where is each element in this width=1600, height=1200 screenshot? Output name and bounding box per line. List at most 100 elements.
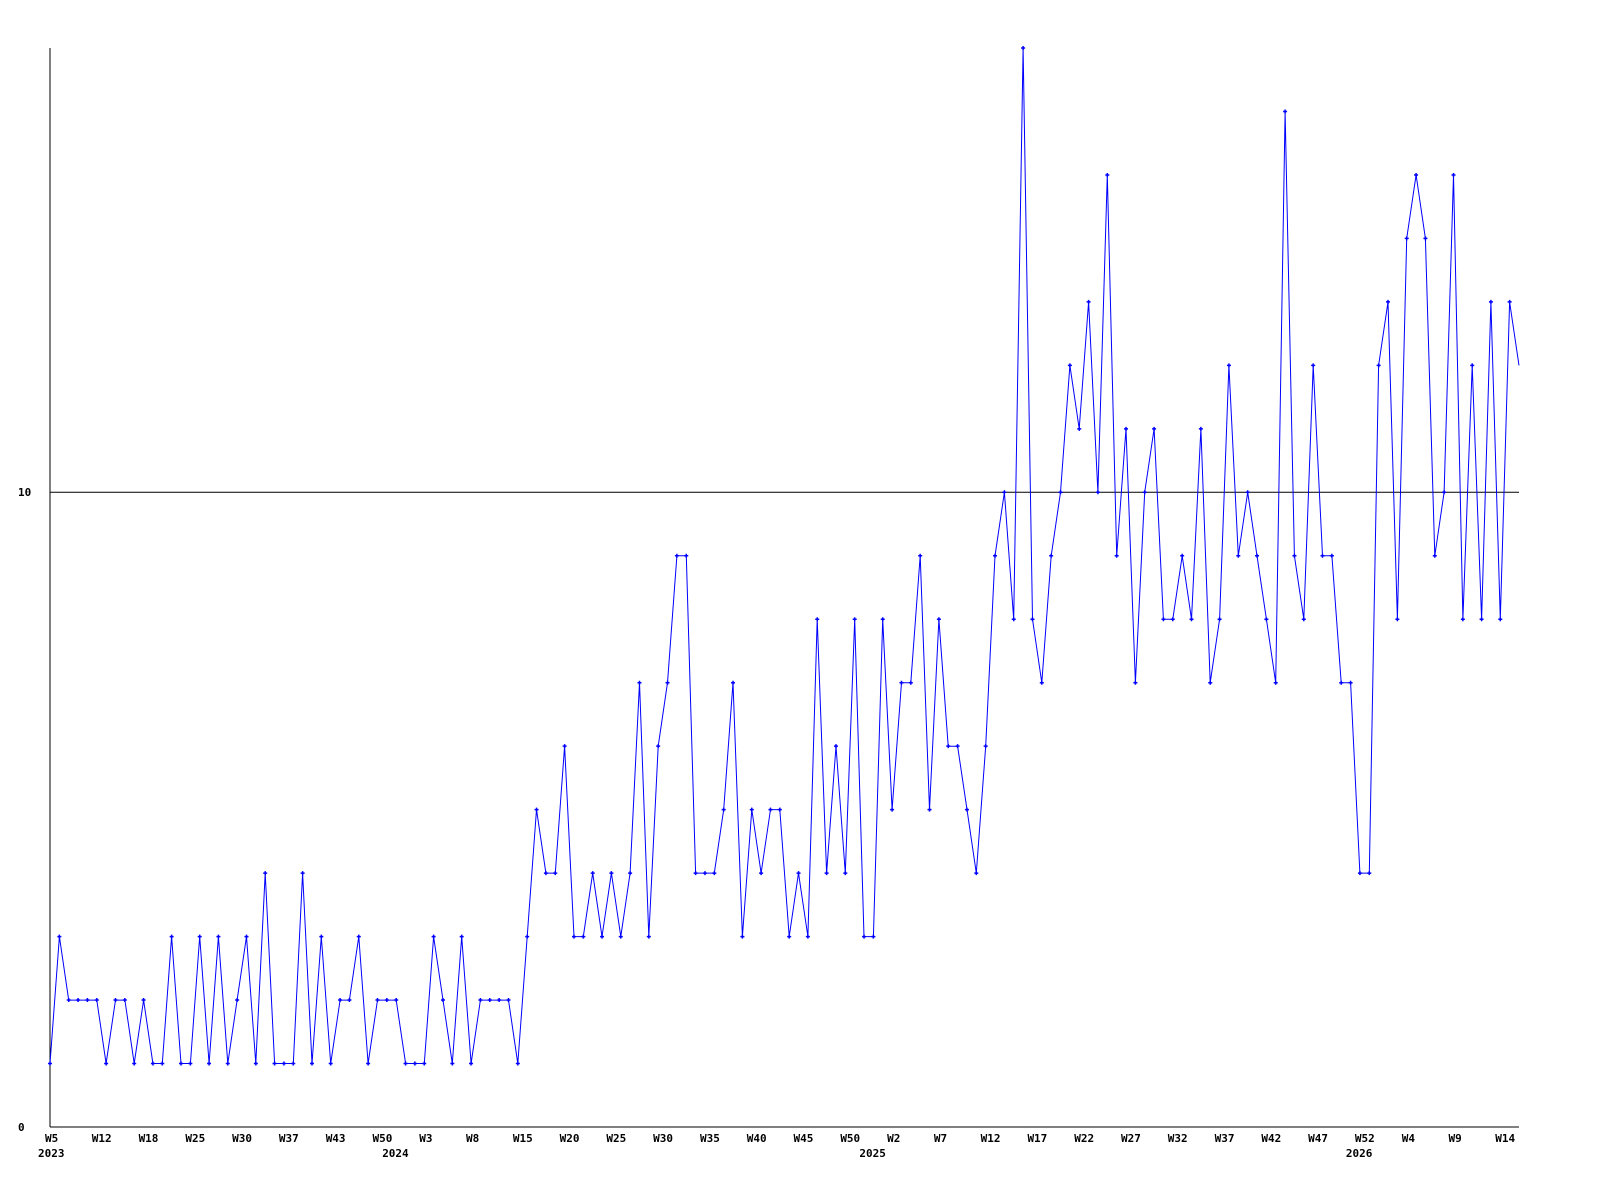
x-tick-label: W37 xyxy=(1215,1132,1235,1145)
data-point xyxy=(787,934,792,939)
data-point xyxy=(1124,426,1129,431)
data-point xyxy=(1311,363,1316,368)
data-point xyxy=(253,1061,258,1066)
data-point xyxy=(150,1061,155,1066)
y-tick-label-0: 0 xyxy=(18,1121,25,1134)
x-tick-label: W15 xyxy=(513,1132,533,1145)
x-tick-label: W50 xyxy=(372,1132,392,1145)
data-point xyxy=(1367,871,1372,876)
data-point xyxy=(768,807,773,812)
data-point xyxy=(796,871,801,876)
data-point xyxy=(702,871,707,876)
data-point xyxy=(178,1061,183,1066)
x-tick-label: W45 xyxy=(794,1132,814,1145)
data-point xyxy=(506,998,511,1003)
data-point xyxy=(487,998,492,1003)
data-point xyxy=(1236,553,1241,558)
data-point xyxy=(665,680,670,685)
data-point xyxy=(469,1061,474,1066)
data-point xyxy=(1021,46,1026,50)
data-point xyxy=(76,998,81,1003)
data-point xyxy=(281,1061,286,1066)
data-point xyxy=(132,1061,137,1066)
x-tick-label: W27 xyxy=(1121,1132,1141,1145)
x-tick-label: W8 xyxy=(466,1132,479,1145)
x-tick-label: W42 xyxy=(1261,1132,1281,1145)
data-point xyxy=(515,1061,520,1066)
data-point xyxy=(235,998,240,1003)
data-point xyxy=(628,871,633,876)
data-point xyxy=(440,998,445,1003)
year-label: 2024 xyxy=(382,1147,409,1160)
data-point xyxy=(1470,363,1475,368)
data-point xyxy=(1105,172,1110,177)
data-point xyxy=(1357,871,1362,876)
data-point xyxy=(852,617,857,622)
data-point xyxy=(1414,172,1419,177)
data-point xyxy=(955,744,960,749)
x-tick-label: W25 xyxy=(185,1132,205,1145)
data-point xyxy=(833,744,838,749)
data-point xyxy=(964,807,969,812)
data-point xyxy=(1039,680,1044,685)
data-point xyxy=(291,1061,296,1066)
data-point xyxy=(1283,109,1288,114)
data-point xyxy=(1442,490,1447,495)
data-point xyxy=(197,934,202,939)
year-label: 2026 xyxy=(1346,1147,1373,1160)
data-point xyxy=(1255,553,1260,558)
data-point xyxy=(1067,363,1072,368)
data-point xyxy=(300,871,305,876)
data-point xyxy=(1301,617,1306,622)
data-point xyxy=(721,807,726,812)
data-point xyxy=(394,998,399,1003)
data-point xyxy=(936,617,941,622)
data-point xyxy=(1348,680,1353,685)
data-point xyxy=(384,998,389,1003)
data-point xyxy=(899,680,904,685)
data-point xyxy=(1114,553,1119,558)
data-point xyxy=(600,934,605,939)
data-point xyxy=(1086,299,1091,304)
data-point xyxy=(450,1061,455,1066)
x-tick-label: W30 xyxy=(232,1132,252,1145)
data-point xyxy=(1395,617,1400,622)
data-point xyxy=(1095,490,1100,495)
data-point xyxy=(525,934,530,939)
x-tick-label: W43 xyxy=(326,1132,346,1145)
data-point xyxy=(1030,617,1035,622)
data-point xyxy=(169,934,174,939)
data-point xyxy=(48,1061,52,1066)
data-point xyxy=(777,807,782,812)
axes xyxy=(49,48,1519,1128)
data-point xyxy=(1460,617,1465,622)
data-point xyxy=(1011,617,1016,622)
data-point xyxy=(1142,490,1147,495)
data-point xyxy=(431,934,436,939)
data-point xyxy=(609,871,614,876)
data-point xyxy=(646,934,651,939)
data-point xyxy=(731,680,736,685)
data-point xyxy=(122,998,127,1003)
x-tick-label: W20 xyxy=(560,1132,580,1145)
data-point xyxy=(983,744,988,749)
data-point xyxy=(104,1061,109,1066)
data-point xyxy=(1180,553,1185,558)
data-point xyxy=(553,871,558,876)
data-point xyxy=(57,934,62,939)
data-point xyxy=(946,744,951,749)
data-point xyxy=(749,807,754,812)
data-point xyxy=(805,934,810,939)
data-point xyxy=(1161,617,1166,622)
year-labels: 2023 2024 2025 2026 xyxy=(38,1147,1373,1160)
data-point xyxy=(880,617,885,622)
x-tick-label: W2 xyxy=(887,1132,900,1145)
data-point xyxy=(684,553,689,558)
data-point xyxy=(356,934,361,939)
series-line xyxy=(48,46,1520,1066)
data-point xyxy=(974,871,979,876)
data-point xyxy=(1507,299,1512,304)
data-point xyxy=(1208,680,1213,685)
data-point xyxy=(1479,617,1484,622)
data-point xyxy=(225,1061,230,1066)
